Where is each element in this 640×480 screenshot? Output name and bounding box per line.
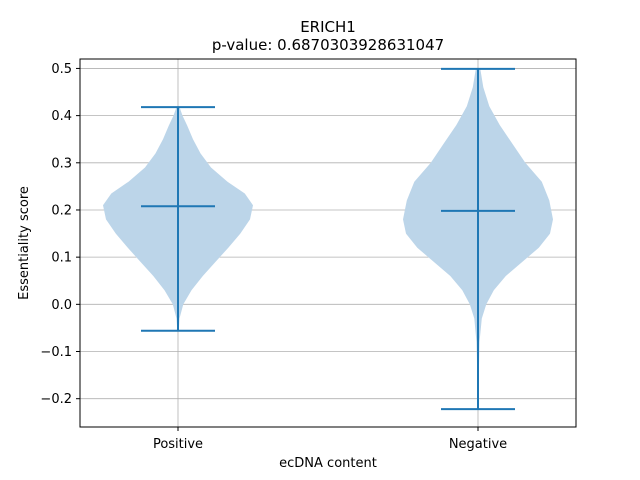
x-tick-label: Negative bbox=[449, 437, 507, 452]
chart-title: ERICH1 bbox=[300, 18, 356, 36]
violin-layer bbox=[103, 68, 553, 410]
plot-frame bbox=[79, 58, 577, 428]
y-tick-label: 0.5 bbox=[51, 62, 72, 77]
axis-layer: −0.2 −0.1 0.0 0.1 0.2 0.3 0.4 0.5 Positive Negati… bbox=[40, 62, 507, 452]
y-tick-label: 0.4 bbox=[51, 109, 72, 124]
y-tick-label: 0.2 bbox=[51, 203, 72, 218]
y-tick-label: 0.0 bbox=[51, 298, 72, 313]
y-tick-label: −0.2 bbox=[40, 392, 72, 407]
y-tick-label: 0.1 bbox=[51, 251, 72, 266]
stat-layer bbox=[141, 67, 515, 411]
x-tick-label: Positive bbox=[153, 437, 203, 452]
y-tick-label: 0.3 bbox=[51, 156, 72, 171]
chart-subtitle: p-value: 0.6870303928631047 bbox=[212, 36, 444, 54]
x-axis-label: ecDNA content bbox=[279, 456, 377, 471]
y-axis-label: Essentiality score bbox=[17, 186, 32, 300]
y-tick-label: −0.1 bbox=[40, 345, 72, 360]
